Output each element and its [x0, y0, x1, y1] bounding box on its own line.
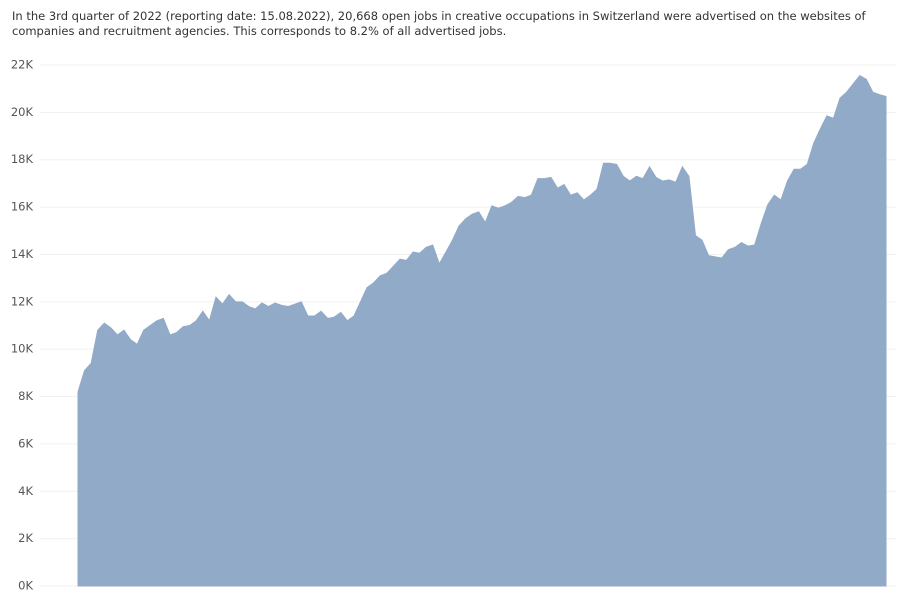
- area: [77, 75, 887, 587]
- y-tick-label: 2K: [18, 531, 33, 545]
- y-tick-label: 22K: [11, 58, 34, 72]
- y-tick-label: 0K: [18, 579, 33, 593]
- y-tick-label: 14K: [11, 247, 34, 261]
- y-tick-label: 16K: [11, 200, 34, 214]
- y-tick-label: 6K: [18, 436, 33, 450]
- y-tick-label: 10K: [11, 342, 34, 356]
- y-tick-label: 4K: [18, 484, 33, 498]
- y-tick-label: 20K: [11, 105, 34, 119]
- chart-title: In the 3rd quarter of 2022 (reporting da…: [12, 9, 866, 38]
- y-tick-label: 8K: [18, 389, 33, 403]
- y-tick-label: 18K: [11, 152, 34, 166]
- y-tick-label: 12K: [11, 294, 34, 308]
